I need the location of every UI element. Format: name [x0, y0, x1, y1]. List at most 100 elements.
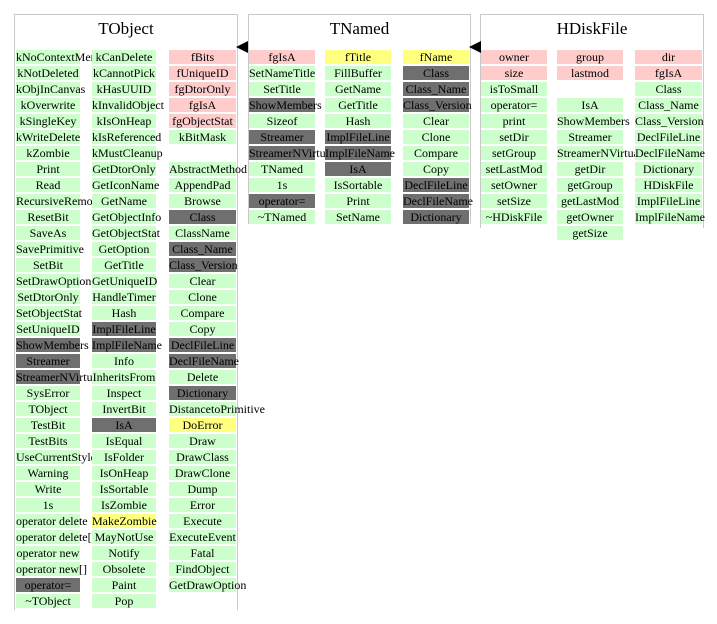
member-tobject-streamer: Streamer: [16, 354, 80, 368]
member-tobject-getdtoronly: GetDtorOnly: [92, 162, 156, 176]
member-tnamed-settitle: SetTitle: [249, 82, 315, 96]
member-tobject-setobjectstat: SetObjectStat: [16, 306, 82, 320]
member-tnamed-tnamed: ~TNamed: [249, 210, 315, 224]
member-hdiskfile-istosmall: isToSmall: [481, 82, 547, 96]
member-hdiskfile-implfilename: ImplFileName: [635, 210, 705, 224]
member-tobject-streamernvirtual: StreamerNVirtual: [16, 370, 102, 384]
member-tobject-delete: Delete: [169, 370, 236, 384]
member-tobject-setdrawoption: SetDrawOption: [16, 274, 92, 288]
member-tobject-khasuuid: kHasUUID: [92, 82, 156, 96]
member-tobject-print: Print: [16, 162, 80, 176]
member-tnamed-sizeof: Sizeof: [249, 114, 315, 128]
member-hdiskfile-declfilename: DeclFileName: [635, 146, 705, 160]
member-hdiskfile-class: Class: [635, 82, 702, 96]
member-tnamed-implfileline: ImplFileLine: [325, 130, 391, 144]
member-hdiskfile-lastmod: lastmod: [557, 66, 623, 80]
member-hdiskfile-isa: IsA: [557, 98, 623, 112]
inheritance-arrow-tnamed-to-tobject: [236, 41, 248, 53]
member-tobject-gettitle: GetTitle: [92, 258, 156, 272]
member-tnamed-streamernvirtual: StreamerNVirtual: [249, 146, 335, 160]
member-hdiskfile-operator: operator=: [481, 98, 547, 112]
member-hdiskfile-dictionary: Dictionary: [635, 162, 702, 176]
member-tobject-compare: Compare: [169, 306, 236, 320]
member-tnamed-declfilename: DeclFileName: [403, 194, 473, 208]
member-tnamed-getname: GetName: [325, 82, 391, 96]
member-tobject-implfileline: ImplFileLine: [92, 322, 156, 336]
member-hdiskfile-class-name: Class_Name: [635, 98, 702, 112]
member-tobject-paint: Paint: [92, 578, 156, 592]
member-tobject-fatal: Fatal: [169, 546, 236, 560]
inheritance-arrow-hdiskfile-to-tnamed: [469, 41, 481, 53]
member-tobject-operator-delete: operator delete[]: [16, 530, 96, 544]
member-tobject-class-name: Class_Name: [169, 242, 236, 256]
member-hdiskfile-fgisa: fgIsA: [635, 66, 702, 80]
member-tobject-classname: ClassName: [169, 226, 236, 240]
member-tobject-copy: Copy: [169, 322, 236, 336]
member-tnamed-clear: Clear: [403, 114, 469, 128]
member-hdiskfile-setowner: setOwner: [481, 178, 547, 192]
member-hdiskfile-setsize: setSize: [481, 194, 547, 208]
member-tobject-declfilename: DeclFileName: [169, 354, 239, 368]
member-tobject-geticonname: GetIconName: [92, 178, 160, 192]
member-tobject-handletimer: HandleTimer: [92, 290, 156, 304]
member-tobject-setbit: SetBit: [16, 258, 80, 272]
member-tobject-getobjectinfo: GetObjectInfo: [92, 210, 162, 224]
member-tnamed-gettitle: GetTitle: [325, 98, 391, 112]
member-hdiskfile-print: print: [481, 114, 547, 128]
member-tobject-read: Read: [16, 178, 80, 192]
member-tnamed-ftitle: fTitle: [325, 50, 391, 64]
member-hdiskfile-size: size: [481, 66, 547, 80]
member-tobject-dump: Dump: [169, 482, 236, 496]
class-title-tobject: TObject: [14, 14, 238, 43]
member-hdiskfile-streamer: Streamer: [557, 130, 623, 144]
member-hdiskfile-showmembers: ShowMembers: [557, 114, 630, 128]
member-hdiskfile-getdir: getDir: [557, 162, 623, 176]
member-tobject-declfileline: DeclFileLine: [169, 338, 236, 352]
member-tobject-tobject: TObject: [16, 402, 80, 416]
member-tobject-implfilename: ImplFileName: [92, 338, 162, 352]
member-hdiskfile-setdir: setDir: [481, 130, 547, 144]
member-tobject-error: Error: [169, 498, 236, 512]
member-tobject-warning: Warning: [16, 466, 80, 480]
member-tobject-operator-new: operator new[]: [16, 562, 87, 576]
member-tobject-info: Info: [92, 354, 156, 368]
member-tobject-distancetoprimitive: DistancetoPrimitive: [169, 402, 265, 416]
member-tobject-showmembers: ShowMembers: [16, 338, 89, 352]
member-tobject-drawclass: DrawClass: [169, 450, 236, 464]
member-tobject-kinvalidobject: kInvalidObject: [92, 98, 164, 112]
member-tobject-abstractmethod: AbstractMethod: [169, 162, 247, 176]
member-tobject-isa: IsA: [92, 418, 156, 432]
member-hdiskfile-getgroup: getGroup: [557, 178, 623, 192]
member-tobject-knocontextmenu: kNoContextMenu: [16, 50, 103, 64]
member-hdiskfile-implfileline: ImplFileLine: [635, 194, 702, 208]
member-tobject-clone: Clone: [169, 290, 236, 304]
member-tobject-kmustcleanup: kMustCleanup: [92, 146, 163, 160]
member-tobject-operator-new: operator new: [16, 546, 80, 560]
member-tobject-isequal: IsEqual: [92, 434, 156, 448]
member-hdiskfile-dir: dir: [635, 50, 702, 64]
member-tobject-operator: operator=: [16, 578, 80, 592]
member-tobject-fbits: fBits: [169, 50, 236, 64]
member-tobject-getname: GetName: [92, 194, 156, 208]
member-tobject-makezombie: MakeZombie: [92, 514, 157, 528]
member-tobject-getdrawoption: GetDrawOption: [169, 578, 247, 592]
member-hdiskfile-getsize: getSize: [557, 226, 623, 240]
member-tobject-kcandelete: kCanDelete: [92, 50, 156, 64]
member-tnamed-copy: Copy: [403, 162, 469, 176]
member-tobject-operator-delete: operator delete: [16, 514, 88, 528]
member-tobject-getobjectstat: GetObjectStat: [92, 226, 160, 240]
member-tobject-iszombie: IsZombie: [92, 498, 156, 512]
member-hdiskfile-streamernvirtual: StreamerNVirtual: [557, 146, 643, 160]
member-tobject-fgisa: fgIsA: [169, 98, 236, 112]
member-tnamed-class: Class: [403, 66, 469, 80]
member-tnamed-compare: Compare: [403, 146, 469, 160]
member-tnamed-dictionary: Dictionary: [403, 210, 469, 224]
member-hdiskfile-hdiskfile: ~HDiskFile: [481, 210, 547, 224]
member-tnamed-fgisa: fgIsA: [249, 50, 315, 64]
member-tobject-pop: Pop: [92, 594, 156, 608]
class-title-tnamed: TNamed: [248, 14, 471, 43]
member-tobject-1s: 1s: [16, 498, 80, 512]
member-tobject-usecurrentstyle: UseCurrentStyle: [16, 450, 96, 464]
member-tobject-invertbit: InvertBit: [92, 402, 156, 416]
member-tobject-class-version: Class_Version: [169, 258, 238, 272]
